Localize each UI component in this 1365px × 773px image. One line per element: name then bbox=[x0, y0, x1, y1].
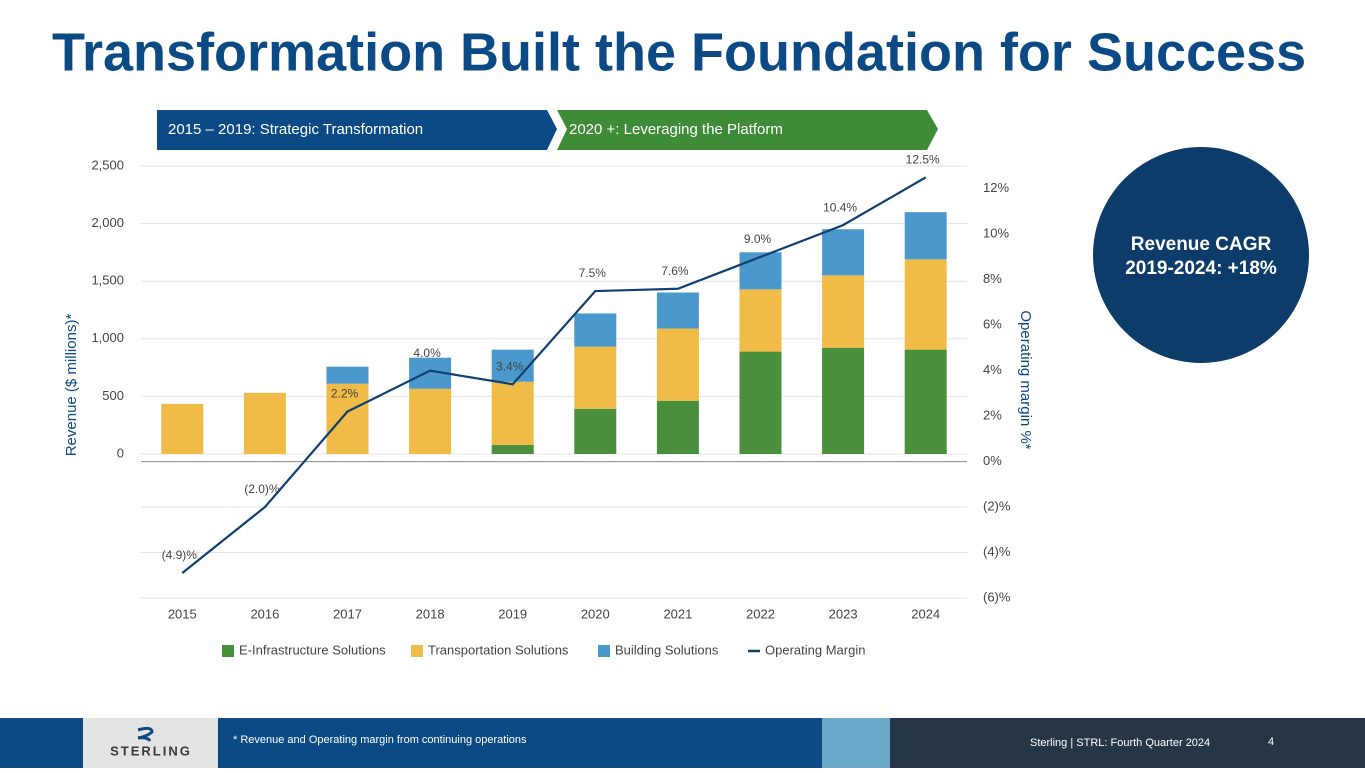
legend-swatch bbox=[222, 645, 234, 657]
logo-box bbox=[83, 718, 218, 768]
banner-arrow bbox=[157, 110, 557, 150]
logo-icon bbox=[137, 726, 154, 742]
y-tick-label: 500 bbox=[102, 388, 124, 403]
bar-segment bbox=[491, 445, 534, 454]
bar-segment bbox=[822, 275, 865, 348]
x-tick-label: 2016 bbox=[250, 606, 279, 621]
x-tick-label: 2024 bbox=[911, 606, 940, 621]
x-tick-label: 2021 bbox=[663, 606, 692, 621]
data-label: 7.6% bbox=[661, 264, 689, 278]
callout-text: 2019-2024: +18% bbox=[1125, 258, 1277, 279]
bar-segment bbox=[739, 252, 782, 290]
y2-tick-label: 12% bbox=[983, 180, 1009, 195]
footer-source: Sterling | STRL: Fourth Quarter 2024 bbox=[1030, 737, 1210, 749]
x-tick-label: 2018 bbox=[416, 606, 445, 621]
bar-segment bbox=[491, 349, 534, 382]
y-tick-label: 1,000 bbox=[91, 330, 124, 345]
y2-tick-label: 8% bbox=[983, 271, 1002, 286]
y-tick-label: 2,000 bbox=[91, 215, 124, 230]
bar-segment bbox=[326, 366, 369, 384]
y2-tick-label: (6)% bbox=[983, 589, 1011, 604]
footer-dark bbox=[890, 718, 1365, 768]
x-tick-label: 2019 bbox=[498, 606, 527, 621]
banner-arrow bbox=[557, 110, 938, 150]
callout-circle bbox=[1093, 147, 1309, 363]
bar-segment bbox=[243, 392, 286, 454]
bar-segment bbox=[739, 289, 782, 352]
y-tick-label: 2,500 bbox=[91, 157, 124, 172]
data-label: 4.0% bbox=[413, 346, 441, 360]
footnote: * Revenue and Operating margin from cont… bbox=[233, 734, 527, 746]
bar-segment bbox=[656, 292, 699, 329]
bar-segment bbox=[822, 229, 865, 276]
bar-segment bbox=[656, 328, 699, 401]
y-tick-label: 0 bbox=[117, 445, 124, 460]
x-tick-label: 2015 bbox=[168, 606, 197, 621]
chart: 0 500 1,000 1,500 2,000 2,500 (6)% (4)% (2)% 0% 2%… bbox=[91, 153, 1010, 658]
page-number: 4 bbox=[1268, 736, 1274, 748]
y-axis-title: Revenue ($ millions)* bbox=[63, 314, 80, 457]
bar-segment bbox=[904, 212, 947, 260]
banner-text: 2015 – 2019: Strategic Transformation bbox=[168, 121, 423, 138]
slide-title: Transformation Built the Foundation for … bbox=[52, 22, 1306, 82]
y2-tick-label: 0% bbox=[983, 453, 1002, 468]
y-tick-label: 1,500 bbox=[91, 273, 124, 288]
y2-tick-label: 6% bbox=[983, 317, 1002, 332]
line-series bbox=[181, 176, 927, 574]
data-label: 9.0% bbox=[744, 232, 772, 246]
data-label: (4.9)% bbox=[162, 548, 198, 562]
data-label: (2.0)% bbox=[244, 482, 280, 496]
x-tick-label: 2017 bbox=[333, 606, 362, 621]
y2-tick-label: 2% bbox=[983, 408, 1002, 423]
bar-segment bbox=[409, 388, 452, 454]
legend-label: Transportation Solutions bbox=[428, 642, 569, 657]
legend-swatch bbox=[598, 645, 610, 657]
bar-segment bbox=[574, 408, 617, 454]
bar-segment bbox=[161, 403, 204, 454]
data-label: 7.5% bbox=[579, 266, 607, 280]
data-label: 3.4% bbox=[496, 359, 524, 373]
legend-label: Operating Margin bbox=[765, 642, 865, 657]
x-tick-label: 2022 bbox=[746, 606, 775, 621]
y2-axis-title: Operating margin %* bbox=[1017, 310, 1034, 449]
bar-segment bbox=[739, 351, 782, 454]
y2-tick-label: (4)% bbox=[983, 544, 1011, 559]
y2-tick-label: (2)% bbox=[983, 498, 1011, 513]
footer-accent bbox=[822, 718, 890, 768]
logo-text: STERLING bbox=[110, 743, 192, 758]
bar-segment bbox=[574, 346, 617, 409]
y2-tick-label: 10% bbox=[983, 226, 1009, 241]
legend-swatch bbox=[411, 645, 423, 657]
bar-segment bbox=[326, 383, 369, 454]
x-tick-label: 2020 bbox=[581, 606, 610, 621]
banner-text: 2020 +: Leveraging the Platform bbox=[569, 121, 783, 138]
bar-segment bbox=[491, 381, 534, 446]
x-tick-label: 2023 bbox=[829, 606, 858, 621]
bar-segment bbox=[822, 347, 865, 454]
legend-label: E-Infrastructure Solutions bbox=[239, 642, 386, 657]
bar-segment bbox=[904, 349, 947, 454]
legend-label: Building Solutions bbox=[615, 642, 719, 657]
callout-text: Revenue CAGR bbox=[1131, 234, 1272, 255]
bar-segment bbox=[574, 313, 617, 347]
data-label: 2.2% bbox=[331, 387, 359, 401]
bar-segment bbox=[904, 259, 947, 350]
bar-segment bbox=[656, 400, 699, 454]
data-label: 12.5% bbox=[906, 153, 940, 167]
data-label: 10.4% bbox=[823, 200, 857, 214]
y2-tick-label: 4% bbox=[983, 362, 1002, 377]
